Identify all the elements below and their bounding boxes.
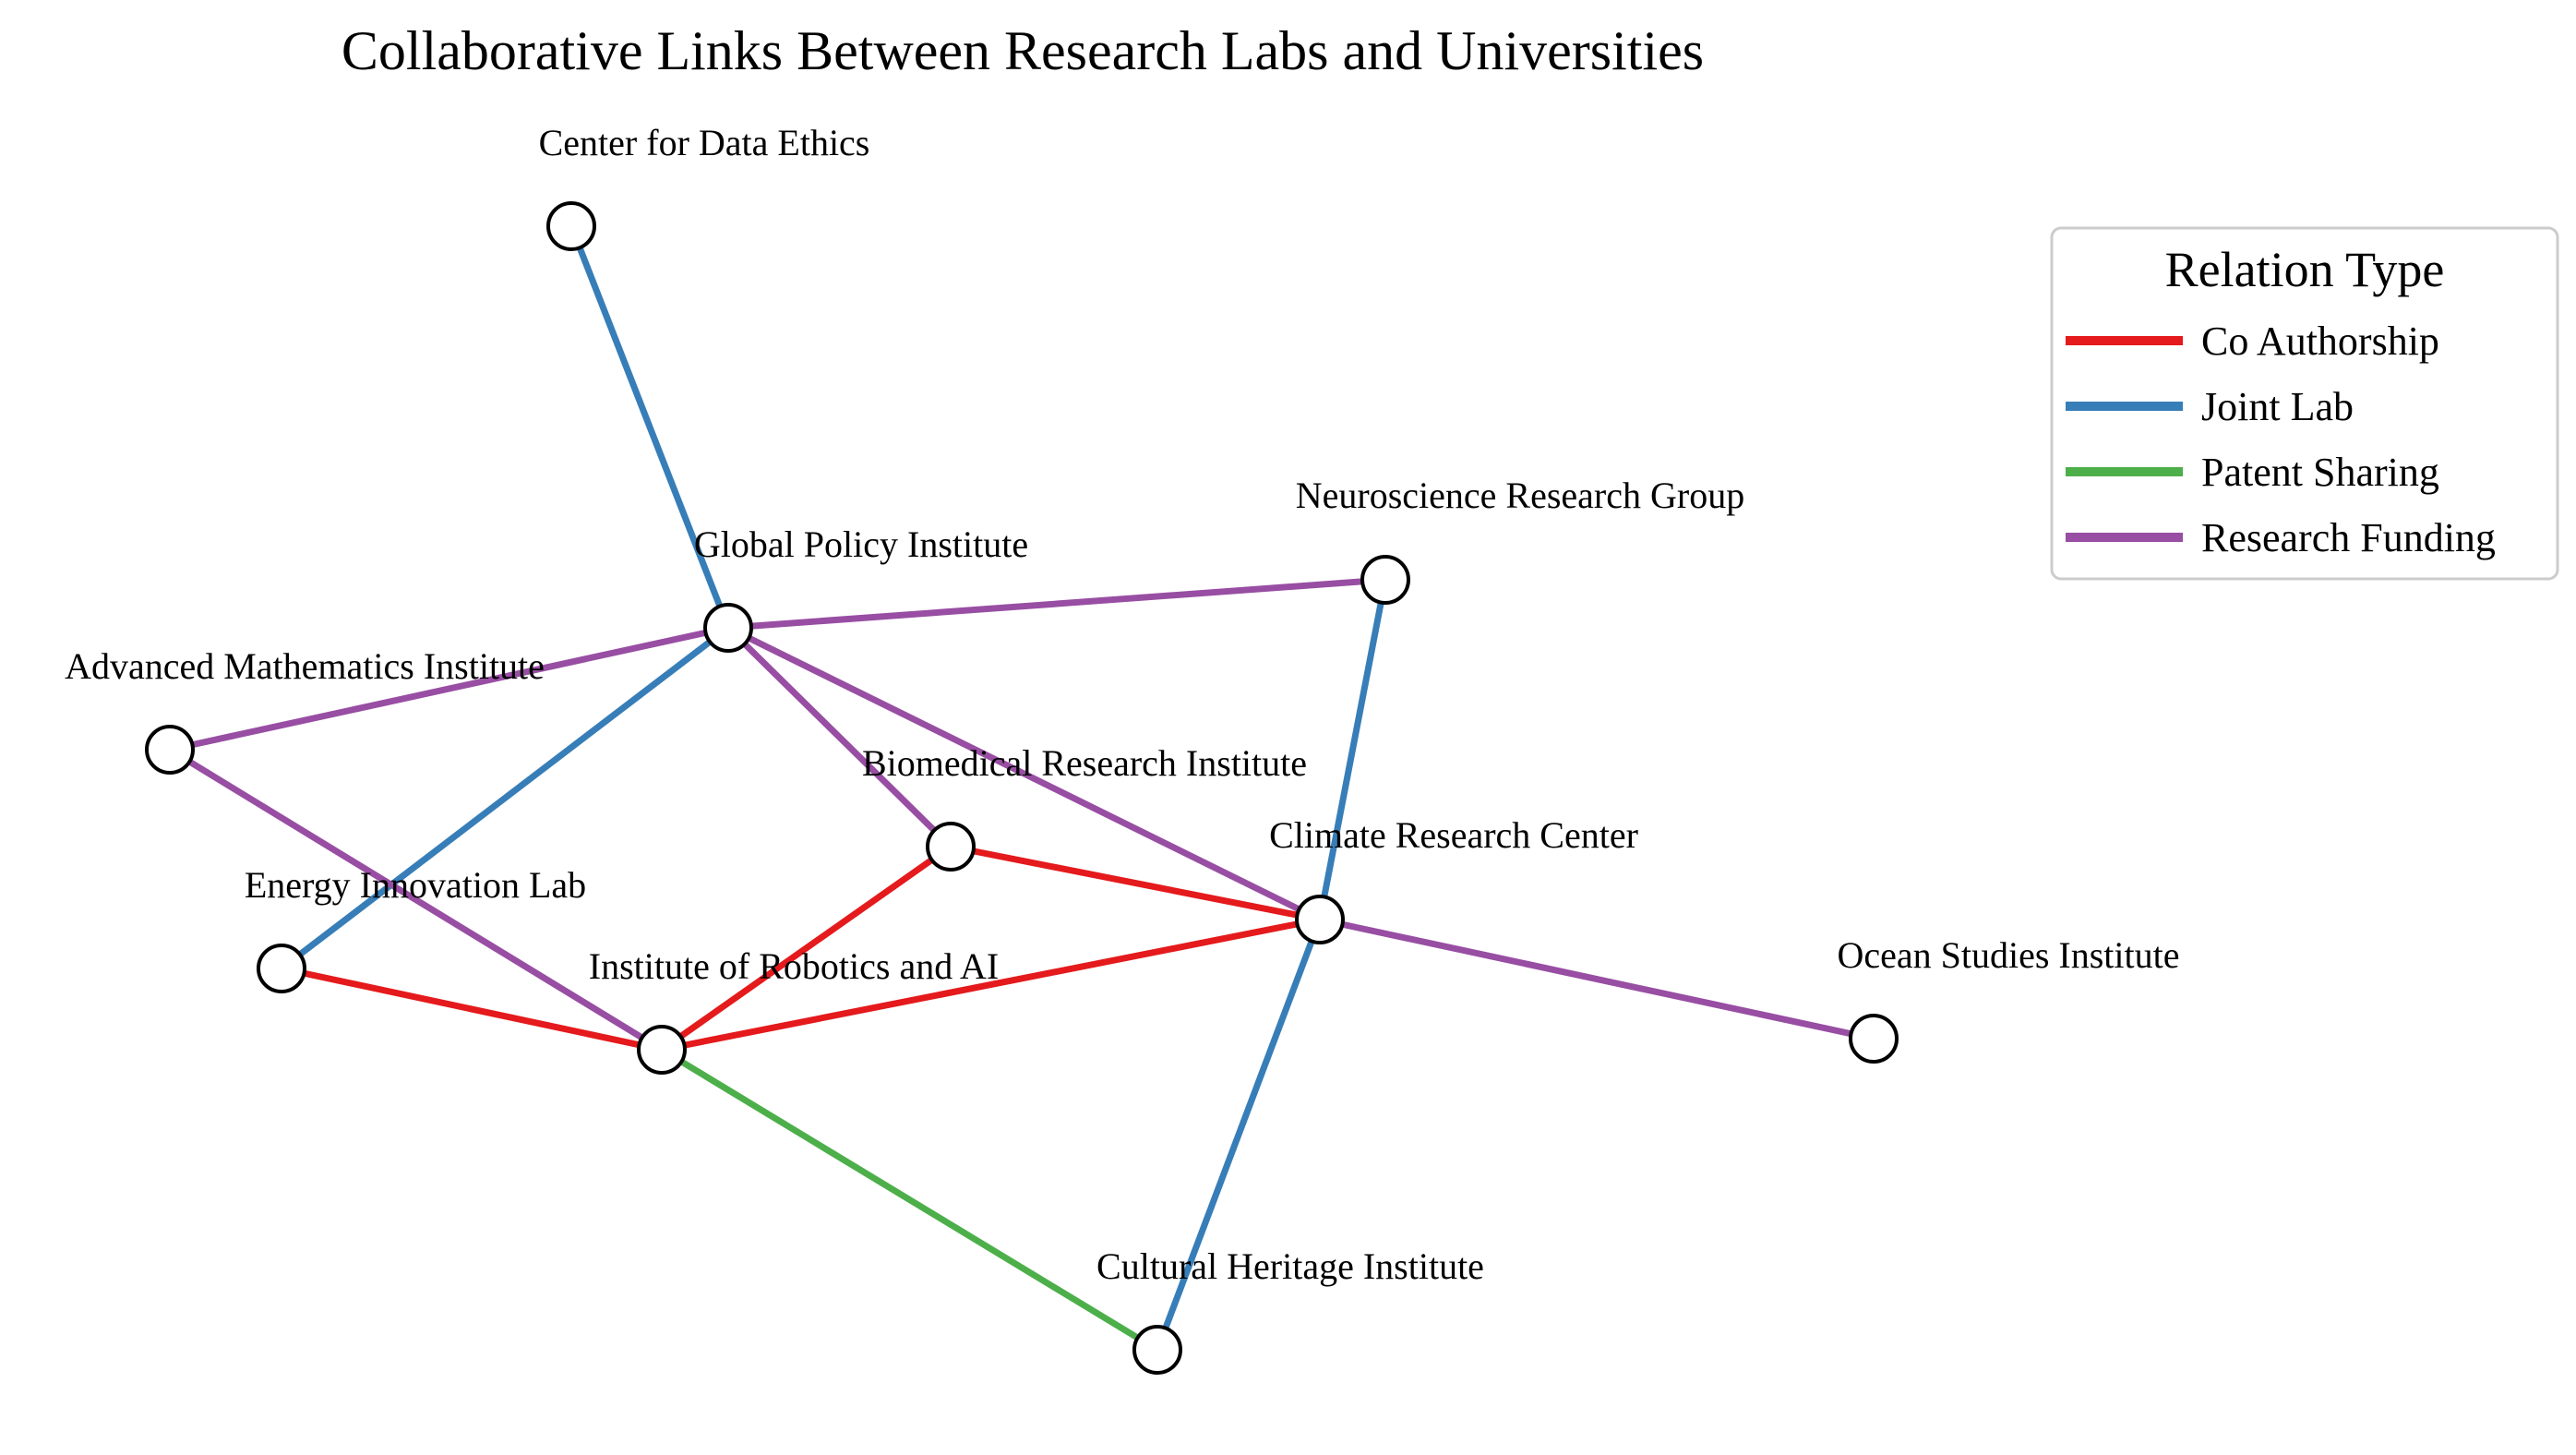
- legend-box: [2050, 226, 2559, 581]
- edge-gpi-ami: [166, 624, 732, 753]
- node-eil[interactable]: [257, 944, 306, 993]
- legend-items: Co Authorship Joint Lab Patent Sharing Rese…: [2066, 319, 2496, 560]
- nodes-layer: [145, 201, 1899, 1375]
- node-gpi[interactable]: [703, 603, 753, 653]
- node-label-cde: Center for Data Ethics: [539, 122, 870, 163]
- node-label-ira: Institute of Robotics and AI: [589, 945, 999, 987]
- node-chi[interactable]: [1132, 1325, 1182, 1375]
- edge-ami-ira: [166, 746, 665, 1053]
- node-label-bri: Biomedical Research Institute: [862, 742, 1307, 784]
- edge-crc-chi: [1154, 916, 1324, 1353]
- legend-title: Relation Type: [2165, 242, 2445, 297]
- node-label-ami: Advanced Mathematics Institute: [65, 645, 545, 687]
- edge-cde-gpi: [568, 222, 732, 631]
- node-label-nrg: Neuroscience Research Group: [1296, 475, 1744, 516]
- edge-nrg-crc: [1316, 576, 1389, 923]
- legend: Relation Type Co Authorship Joint Lab Pate…: [2050, 226, 2559, 581]
- edge-ira-chi: [658, 1046, 1161, 1353]
- node-cde[interactable]: [546, 201, 596, 251]
- node-ami[interactable]: [145, 725, 195, 775]
- edges-layer: [166, 222, 1877, 1353]
- legend-label-4: Research Funding: [2201, 515, 2496, 560]
- node-crc[interactable]: [1295, 895, 1345, 944]
- edge-ira-crc: [658, 916, 1324, 1053]
- edge-crc-osi: [1316, 916, 1877, 1042]
- node-label-gpi: Global Policy Institute: [694, 523, 1028, 565]
- node-bri[interactable]: [926, 822, 976, 872]
- node-label-eil: Energy Innovation Lab: [245, 864, 586, 906]
- chart-title: Collaborative Links Between Research Lab…: [341, 20, 1704, 81]
- edge-gpi-crc: [725, 624, 1324, 923]
- node-labels-layer: Center for Data Ethics Global Policy Inst…: [65, 122, 2179, 1287]
- legend-label-1: Co Authorship: [2201, 319, 2439, 364]
- edge-gpi-nrg: [725, 576, 1389, 631]
- edge-gpi-bri: [725, 624, 954, 850]
- node-label-osi: Ocean Studies Institute: [1837, 934, 2179, 976]
- edge-eil-ira: [278, 965, 665, 1053]
- edge-bri-crc: [947, 843, 1324, 923]
- node-label-crc: Climate Research Center: [1269, 814, 1638, 856]
- node-osi[interactable]: [1849, 1014, 1899, 1064]
- node-nrg[interactable]: [1360, 555, 1410, 605]
- legend-label-2: Joint Lab: [2201, 384, 2354, 429]
- legend-label-3: Patent Sharing: [2201, 450, 2439, 495]
- edge-bri-ira: [658, 843, 954, 1053]
- node-label-chi: Cultural Heritage Institute: [1096, 1245, 1484, 1287]
- node-ira[interactable]: [637, 1025, 687, 1075]
- edge-gpi-eil: [278, 624, 732, 972]
